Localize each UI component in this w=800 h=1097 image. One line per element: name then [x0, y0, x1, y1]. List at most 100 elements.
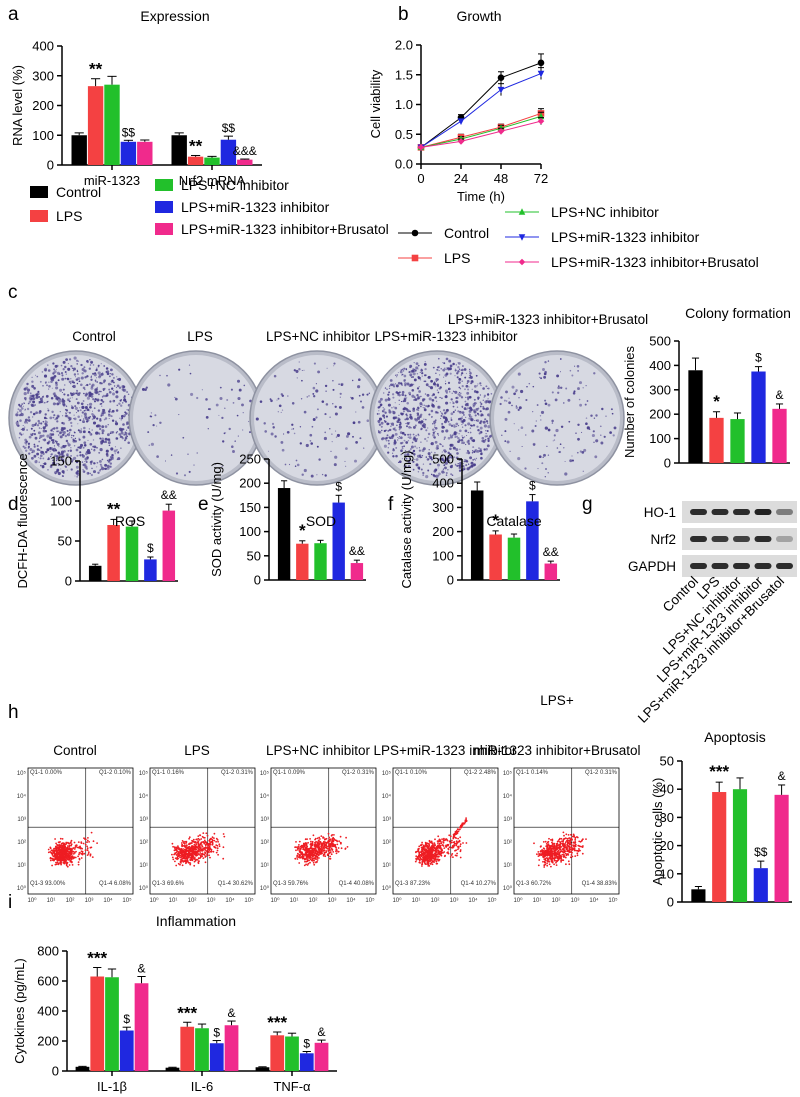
colony-dot: [403, 399, 406, 402]
colony-dot: [456, 452, 459, 455]
flow-event: [64, 845, 66, 848]
colony-dot: [221, 416, 224, 420]
colony-dot: [340, 383, 343, 386]
colony-dot: [284, 463, 287, 466]
flow-event: [329, 846, 331, 849]
colony-dot: [59, 435, 63, 439]
colony-dot: [472, 424, 476, 427]
colony-dot: [124, 400, 128, 403]
colony-dot: [86, 396, 90, 400]
flow-event: [203, 842, 206, 845]
colony-dot: [453, 425, 456, 428]
colony-dot: [28, 400, 32, 403]
colony-dot: [394, 432, 398, 436]
colony-dot: [455, 364, 457, 366]
colony-dot: [42, 420, 45, 423]
colony-dot: [463, 368, 467, 371]
colony-dot: [469, 370, 471, 372]
flow-event: [430, 852, 432, 854]
flow-event: [438, 838, 441, 841]
colony-dot: [433, 462, 435, 464]
flow-event: [191, 839, 193, 842]
flow-event: [84, 838, 87, 841]
f-significance-mark: $: [529, 479, 536, 493]
colony-dot: [127, 393, 130, 396]
colony-dot: [445, 472, 448, 474]
colony-dot: [521, 445, 523, 448]
colony-dot: [114, 422, 119, 426]
colony-dot: [107, 441, 111, 445]
colony-dot: [106, 459, 109, 462]
flow-y-tick: 10⁰: [139, 885, 149, 892]
colony-dot: [465, 452, 467, 454]
colony-dot: [218, 414, 220, 416]
flow-event: [213, 832, 216, 835]
flow-event: [459, 845, 462, 848]
colony-dot: [310, 442, 313, 445]
colony-dot: [483, 448, 486, 451]
colony-dot: [427, 427, 429, 429]
colony-dot: [309, 440, 312, 442]
colony-dot: [114, 446, 116, 448]
flow-quadrant-label: Q1-1 0.00%: [30, 770, 63, 776]
colony-dot: [283, 433, 285, 435]
colony-dot: [73, 417, 75, 420]
flow-event: [83, 852, 86, 855]
b-y-tick-label: 2.0: [395, 38, 413, 53]
colony-dot: [469, 431, 472, 434]
colony-dot: [72, 392, 76, 396]
flow-event: [183, 860, 186, 863]
flow-event: [61, 838, 64, 840]
flow-event: [52, 849, 55, 852]
colony-dot: [74, 406, 78, 410]
colony-dot: [123, 433, 126, 436]
e-y-tick-label: 50: [247, 548, 261, 563]
colony-dot: [443, 436, 447, 439]
colony-dot: [408, 418, 410, 420]
flow-plot-frame: [513, 767, 620, 895]
colony-dot: [101, 437, 105, 441]
colony-dot: [540, 419, 542, 421]
colony-dot: [66, 429, 69, 432]
flow-event: [414, 860, 417, 863]
colony-dot: [76, 382, 79, 385]
colony-dot: [156, 425, 158, 427]
colony-dot: [97, 365, 100, 367]
colony-dot: [35, 422, 37, 424]
colony-dot: [60, 468, 62, 470]
colony-dot: [21, 407, 24, 410]
colony-dot: [113, 389, 115, 392]
colony-dot: [414, 424, 417, 427]
d-significance-mark: $: [147, 541, 154, 555]
flow-event: [175, 851, 178, 854]
colony-dot: [475, 374, 478, 377]
colony-dot: [86, 456, 89, 459]
flow-event: [457, 837, 459, 840]
colony-dot: [67, 433, 71, 437]
colony-dot: [457, 440, 460, 444]
colony-dot: [397, 381, 401, 385]
flow-y-tick: 10⁰: [17, 885, 27, 892]
flow-y-tick: 10⁰: [260, 885, 270, 892]
colony-dot: [467, 422, 471, 426]
flow-event: [296, 847, 299, 849]
colony-dot: [60, 446, 63, 449]
flow-event: [465, 818, 467, 821]
colony-dot: [52, 416, 55, 419]
colony-dot: [80, 363, 83, 367]
colony-dot: [439, 388, 441, 390]
colony-dot: [412, 409, 416, 412]
colony-dot: [462, 465, 465, 468]
colony-dot: [458, 381, 461, 384]
colony-dot: [23, 392, 27, 396]
colony-dot: [428, 455, 431, 458]
colony-dot: [559, 371, 562, 373]
flow-event: [418, 858, 421, 861]
colony-dot: [53, 445, 56, 447]
flow-event: [56, 851, 59, 854]
colony-dot: [449, 465, 453, 469]
colony-dot: [83, 412, 87, 416]
colony-dot: [56, 420, 59, 423]
flow-event: [307, 841, 309, 844]
panel-h-flow: Control LPS LPS+NC inhibitor LPS+miR-1323 i…: [17, 693, 641, 904]
